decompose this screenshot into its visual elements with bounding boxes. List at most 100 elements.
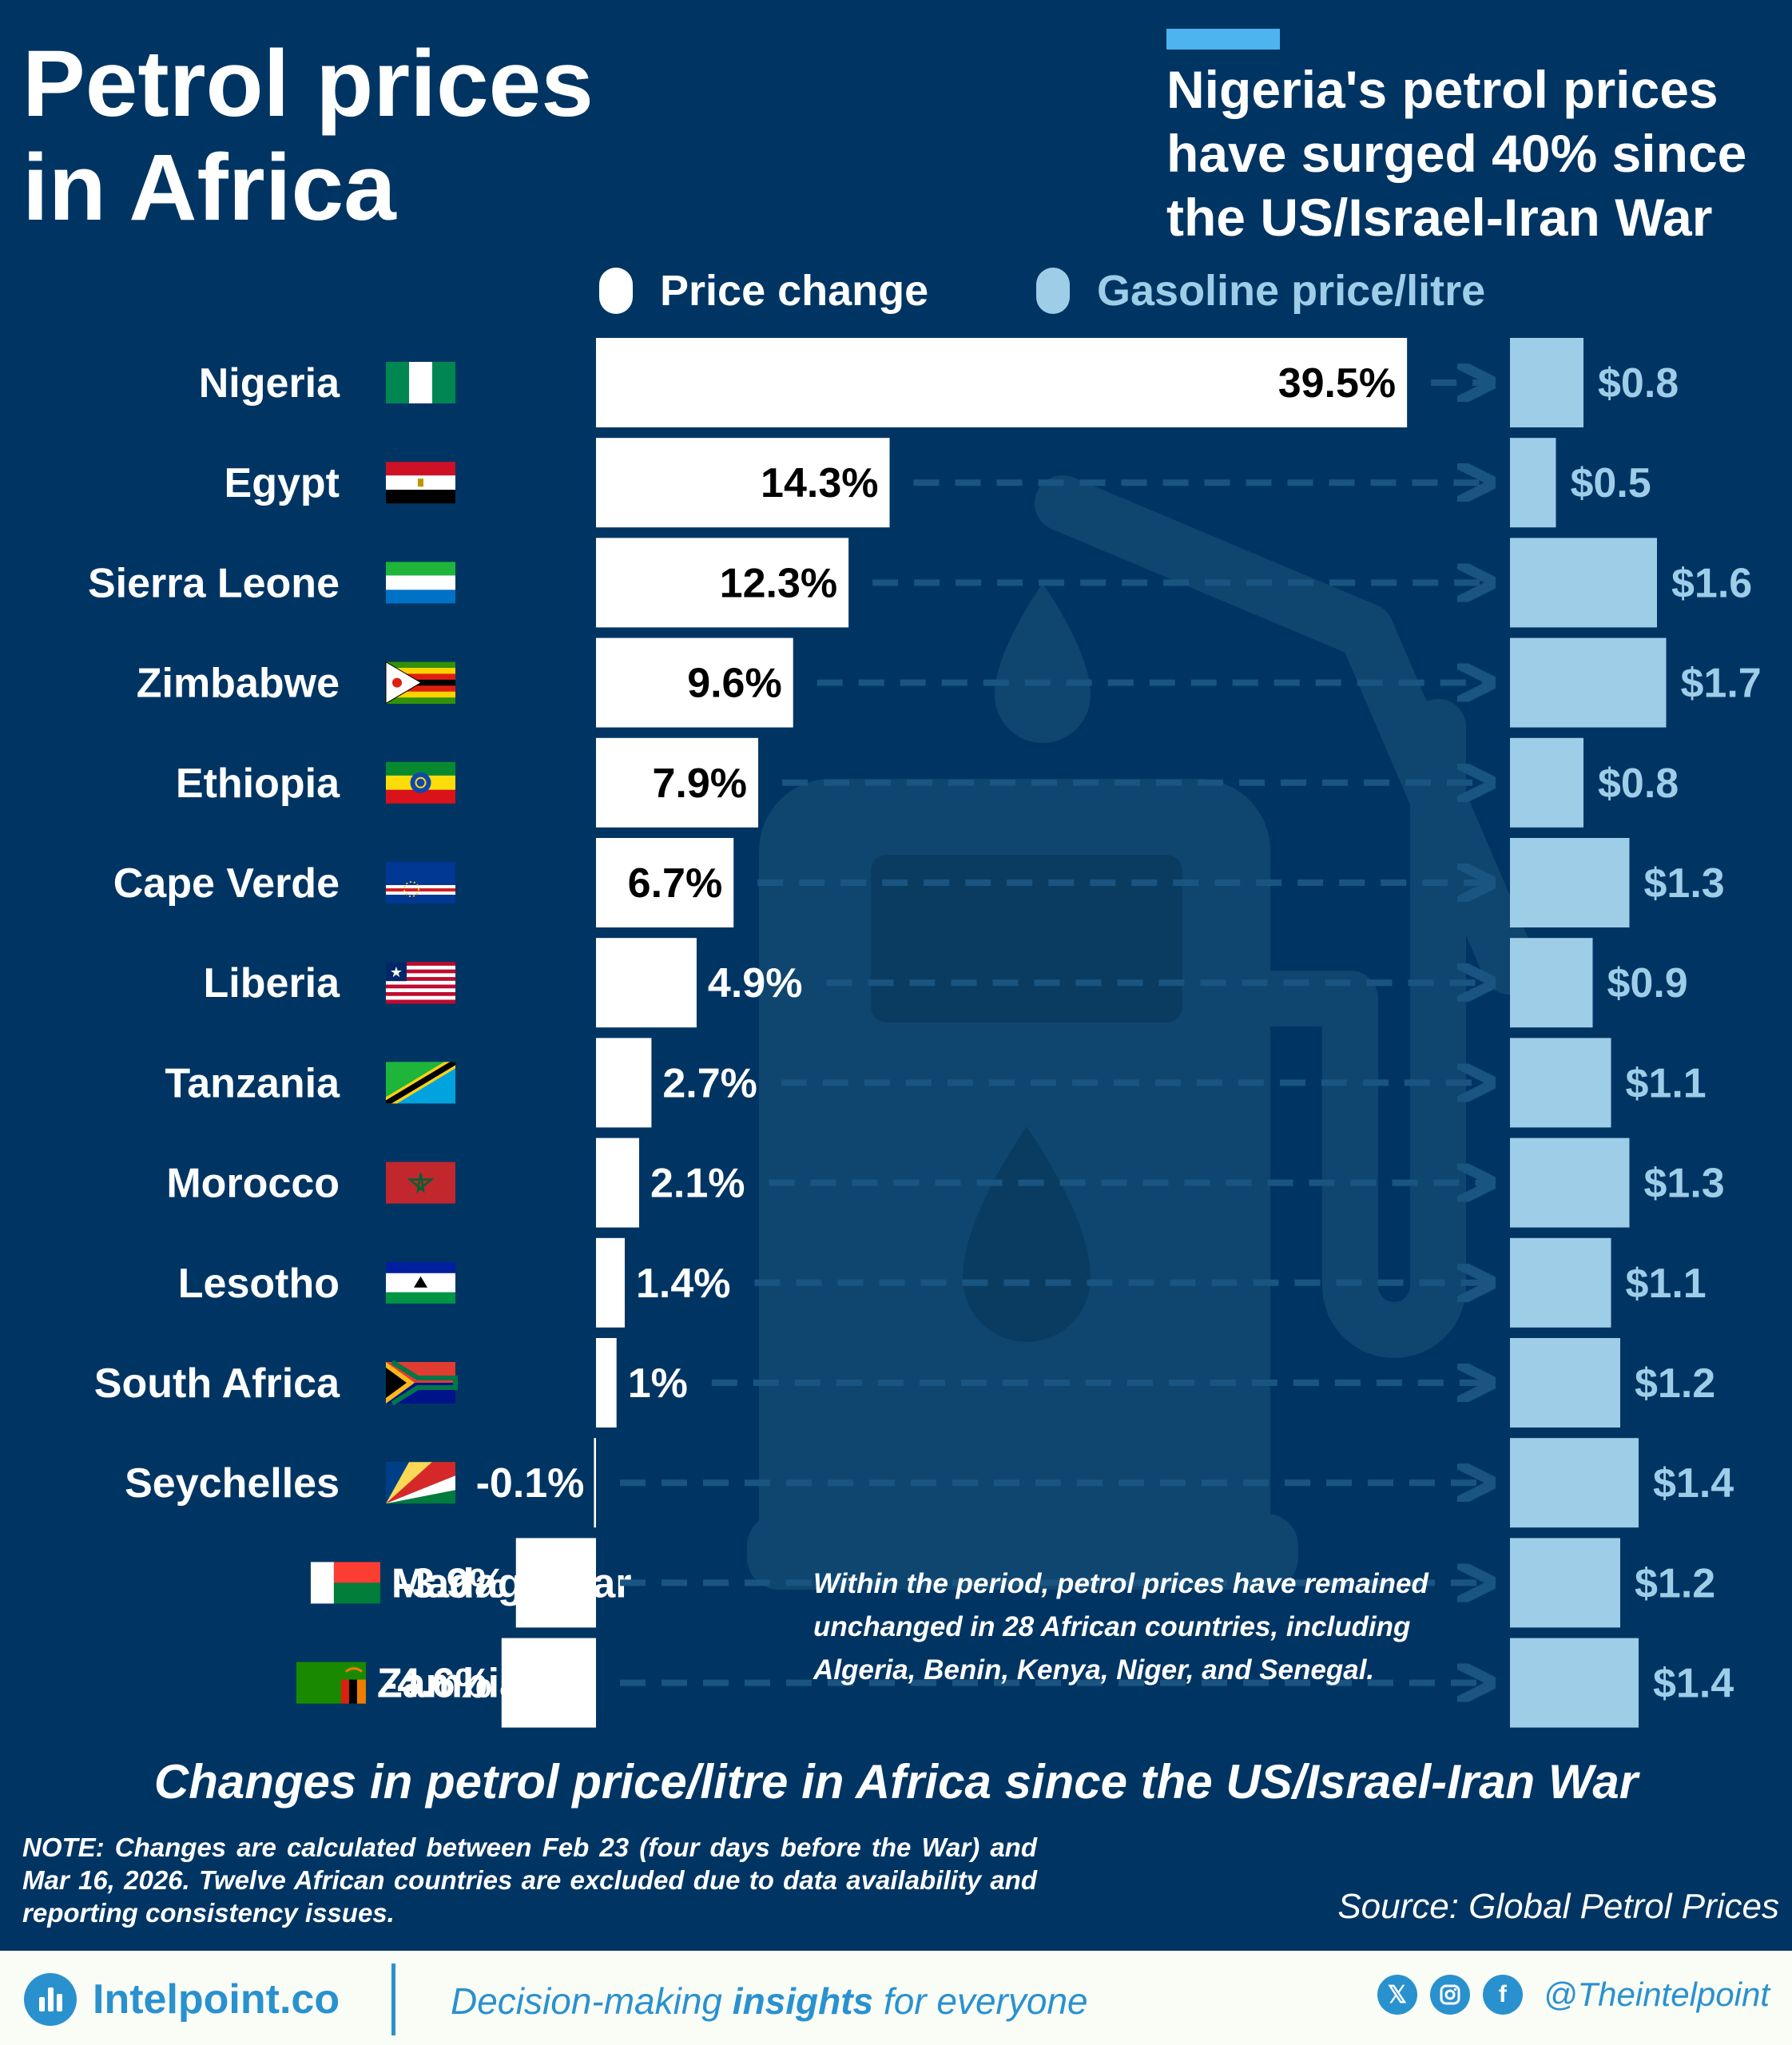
price-change-label: 1%: [628, 1360, 688, 1407]
gasoline-price-bar: [1510, 1138, 1630, 1228]
south-africa-flag: [386, 1360, 458, 1406]
gasoline-price-bar: [1510, 637, 1667, 728]
gasoline-price-label: $1.3: [1644, 860, 1725, 907]
social-links: 𝕏 f @Theintelpoint: [1377, 1975, 1770, 2015]
brand[interactable]: Intelpoint.co: [24, 1973, 340, 2026]
instagram-icon[interactable]: [1429, 1975, 1470, 2015]
gasoline-price-label: $1.1: [1626, 1060, 1707, 1106]
category-label: Lesotho: [178, 1261, 340, 1307]
price-change-label: 2.1%: [650, 1161, 745, 1207]
category-label: Seychelles: [125, 1460, 340, 1507]
liberia-flag: ★: [386, 962, 455, 1004]
price-change-bar: [596, 338, 1408, 427]
price-change-label: 7.9%: [652, 760, 747, 807]
tanzania-flag: [386, 1062, 455, 1104]
price-change-label: 2.7%: [662, 1060, 757, 1106]
gasoline-price-label: $1.4: [1653, 1661, 1734, 1707]
price-change-bar: [596, 438, 890, 528]
subtitle-line-2: have surged 40% since: [1166, 124, 1747, 183]
category-label: South Africa: [94, 1360, 340, 1407]
price-change-label: 14.3%: [761, 460, 878, 506]
gasoline-price-label: $0.8: [1598, 760, 1679, 807]
footer-divider: [391, 1964, 395, 2035]
gasoline-price-bar: [1510, 1438, 1639, 1528]
gasoline-price-bar: [1510, 1038, 1611, 1128]
category-label: Egypt: [224, 460, 340, 506]
zimbabwe-flag: [385, 661, 455, 705]
gasoline-price-bar: [1510, 737, 1583, 828]
tagline: Decision-making insights for everyone: [451, 1980, 1088, 2022]
gasoline-price-label: $1.1: [1626, 1261, 1707, 1307]
gasoline-price-label: $0.9: [1607, 960, 1688, 1007]
gasoline-price-bar: [1510, 1538, 1620, 1628]
subtitle-line-1: Nigeria's petrol prices: [1166, 60, 1718, 119]
price-change-bar: [515, 1538, 596, 1628]
category-label: Cape Verde: [113, 860, 340, 907]
category-label: Nigeria: [199, 360, 340, 407]
zambia-flag: [296, 1662, 366, 1704]
legend-swatch-blue: [1036, 268, 1070, 314]
price-change-bar: [596, 838, 734, 927]
price-change-bar: [596, 938, 697, 1028]
footer: Intelpoint.co Decision-making insights f…: [0, 1951, 1792, 2045]
gasoline-price-label: $1.3: [1644, 1161, 1725, 1207]
price-change-bar: [501, 1638, 596, 1728]
seychelles-flag: [386, 1462, 455, 1504]
price-change-label: 39.5%: [1278, 360, 1396, 407]
gasoline-price-bar: [1510, 1638, 1639, 1728]
price-change-bar: [596, 1338, 617, 1428]
brand-name: Intelpoint.co: [93, 1976, 340, 2023]
legend-label-price-change: Price change: [660, 267, 929, 315]
gasoline-price-label: $0.5: [1571, 460, 1651, 506]
x-icon[interactable]: 𝕏: [1377, 1975, 1417, 2015]
price-change-bar: [596, 1038, 652, 1128]
morocco-flag: [386, 1161, 455, 1204]
gasoline-price-bar: [1510, 338, 1583, 427]
nigeria-flag: [386, 362, 455, 403]
price-change-bar: [596, 737, 759, 828]
gasoline-price-bar: [1510, 438, 1556, 528]
legend-price-change: Price change: [599, 259, 928, 323]
category-label: Zimbabwe: [137, 661, 340, 707]
gasoline-price-label: $1.7: [1681, 661, 1762, 707]
price-change-label: 12.3%: [720, 560, 837, 606]
gasoline-price-label: $1.2: [1635, 1560, 1715, 1606]
title-line-2: in Africa: [22, 135, 396, 240]
price-change-bar: [596, 637, 793, 728]
price-change-label: -4.6%: [383, 1661, 492, 1707]
page-title: Petrol prices in Africa: [22, 32, 594, 240]
ethiopia-flag: [386, 761, 455, 804]
category-label: Ethiopia: [176, 760, 340, 807]
price-change-label: 1.4%: [636, 1261, 731, 1307]
subtitle: Nigeria's petrol prices have surged 40% …: [1166, 58, 1774, 249]
gasoline-price-bar: [1510, 1237, 1611, 1328]
gasoline-price-bar: [1510, 838, 1630, 927]
price-change-label: -0.1%: [476, 1460, 585, 1507]
source-text: Source: Global Petrol Prices: [1337, 1887, 1779, 1926]
madagascar-flag: [310, 1562, 380, 1604]
unchanged-countries-note: Within the period, petrol prices have re…: [813, 1568, 1428, 1686]
subtitle-line-3: the US/Israel-Iran War: [1166, 188, 1713, 247]
bar-chart: Nigeria 39.5% $0.8 Egypt 14.3% $0.5 Sierra Leo…: [88, 338, 1762, 1728]
gasoline-price-bar: [1510, 938, 1593, 1028]
lesotho-flag: [386, 1261, 455, 1304]
category-label: Liberia: [204, 960, 341, 1007]
intelpoint-logo-icon: [24, 1973, 77, 2026]
gasoline-price-label: $1.4: [1653, 1460, 1734, 1507]
price-change-bar: [594, 1438, 596, 1528]
price-change-bar: [596, 538, 849, 628]
social-handle[interactable]: @Theintelpoint: [1543, 1976, 1770, 2013]
cape-verde-flag: [386, 862, 455, 903]
category-label: Sierra Leone: [88, 560, 340, 606]
sierra-leone-flag: [386, 562, 455, 604]
chart-caption: Changes in petrol price/litre in Africa …: [153, 1755, 1639, 1809]
price-change-label: -3.9%: [398, 1560, 507, 1606]
gasoline-price-label: $0.8: [1598, 360, 1679, 407]
gasoline-price-bar: [1510, 538, 1657, 628]
legend-gasoline: Gasoline price/litre: [1036, 259, 1485, 323]
legend-swatch-white: [599, 268, 633, 314]
gasoline-price-label: $1.2: [1635, 1360, 1715, 1407]
facebook-icon[interactable]: f: [1482, 1975, 1523, 2015]
egypt-flag: [386, 462, 455, 504]
